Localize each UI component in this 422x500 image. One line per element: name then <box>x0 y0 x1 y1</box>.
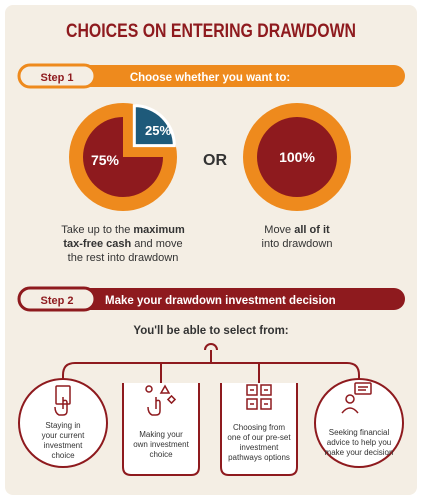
option-b-line1: Move all of it <box>264 224 330 236</box>
person-chat-icon <box>341 382 372 414</box>
step1-badge: Step 1 <box>40 72 73 84</box>
choice-1-line-3: investment <box>44 441 83 450</box>
pie-chart-tax-free: 75% 25% <box>69 103 177 211</box>
choice-1-line-2: your current <box>42 431 85 440</box>
choice-3-line-3: investment <box>240 443 279 452</box>
option-a-line1: Take up to the maximum <box>61 224 185 236</box>
option-a-line2: tax-free cash and move <box>63 238 182 250</box>
hand-tap-icon <box>54 385 71 416</box>
pie-main-label: 75% <box>91 152 120 168</box>
full-circle-label: 100% <box>279 149 315 165</box>
choice-1-line-4: choice <box>51 451 75 460</box>
choice-advice: Seeking financial advice to help you mak… <box>314 378 404 468</box>
choice-2-line-1: Making your <box>139 430 183 439</box>
hand-shapes-icon <box>145 384 177 416</box>
grid-arrows-icon <box>246 384 272 410</box>
step2-heading: Make your drawdown investment decision <box>105 295 336 307</box>
option-b-line2: into drawdown <box>262 238 333 250</box>
choice-3-line-4: pathways options <box>228 453 290 462</box>
full-circle-all: 100% <box>243 103 351 211</box>
step1-banner: Step 1 Choose whether you want to: <box>17 63 405 89</box>
step1-heading: Choose whether you want to: <box>130 72 290 84</box>
choice-3-line-2: one of our pre-set <box>227 433 291 442</box>
choice-2-line-2: own investment <box>133 440 189 449</box>
infographic-svg: CHOICES ON ENTERING DRAWDOWN Step 1 Choo… <box>17 21 405 476</box>
pie-main-slice <box>83 117 163 197</box>
choice-4-line-3: make your decision <box>325 448 394 457</box>
choice-staying: Staying in your current investment choic… <box>18 378 108 468</box>
pie-exploded-slice <box>132 104 176 148</box>
page-title: CHOICES ON ENTERING DRAWDOWN <box>66 21 356 42</box>
infographic-card: CHOICES ON ENTERING DRAWDOWN Step 1 Choo… <box>5 5 417 495</box>
choice-1-line-1: Staying in <box>45 421 80 430</box>
choice-2-line-3: choice <box>149 450 173 459</box>
pie-slice-label: 25% <box>145 123 171 138</box>
or-label: OR <box>203 152 227 169</box>
choice-4-line-2: advice to help you <box>327 438 392 447</box>
connector-lines <box>62 343 360 385</box>
choice-3-line-1: Choosing from <box>233 423 285 432</box>
step2-banner: Step 2 Make your drawdown investment dec… <box>17 286 405 312</box>
step2-subheading: You'll be able to select from: <box>133 325 288 337</box>
step2-badge: Step 2 <box>40 295 73 307</box>
choice-own: Making your own investment choice <box>122 383 200 476</box>
choice-pathways: Choosing from one of our pre-set investm… <box>220 383 298 476</box>
option-a-line3: the rest into drawdown <box>68 252 179 264</box>
choice-4-line-1: Seeking financial <box>329 428 390 437</box>
